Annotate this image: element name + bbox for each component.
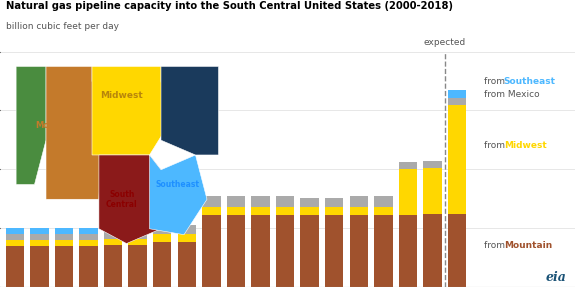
Bar bbox=[350, 207, 368, 215]
Bar bbox=[448, 98, 466, 105]
Text: eia: eia bbox=[546, 271, 566, 284]
Bar bbox=[398, 162, 417, 169]
Polygon shape bbox=[46, 66, 104, 199]
Bar bbox=[202, 207, 221, 215]
Bar bbox=[325, 197, 343, 207]
Bar bbox=[423, 214, 442, 287]
Bar bbox=[55, 240, 73, 246]
Bar bbox=[423, 161, 442, 168]
Bar bbox=[6, 234, 24, 240]
Bar bbox=[178, 242, 196, 287]
Bar bbox=[30, 246, 48, 287]
Bar bbox=[448, 90, 466, 98]
Bar bbox=[79, 246, 98, 287]
Text: Midwest: Midwest bbox=[101, 92, 143, 100]
Bar bbox=[79, 234, 98, 240]
Text: Mountain: Mountain bbox=[35, 121, 80, 130]
Bar bbox=[398, 215, 417, 287]
Bar bbox=[202, 196, 221, 207]
Bar bbox=[55, 246, 73, 287]
Text: from Mexico: from Mexico bbox=[484, 90, 540, 98]
Bar bbox=[30, 234, 48, 240]
Bar bbox=[202, 215, 221, 287]
Bar bbox=[227, 196, 245, 207]
Text: Natural gas pipeline capacity into the South Central United States (2000-2018): Natural gas pipeline capacity into the S… bbox=[6, 1, 453, 11]
Bar bbox=[251, 207, 270, 215]
Text: Midwest: Midwest bbox=[504, 141, 546, 150]
Bar bbox=[276, 196, 294, 207]
Bar bbox=[104, 232, 122, 239]
Bar bbox=[300, 215, 319, 287]
Bar bbox=[30, 228, 48, 234]
Bar bbox=[227, 215, 245, 287]
Bar bbox=[153, 234, 171, 242]
Bar bbox=[55, 234, 73, 240]
Text: South
Central: South Central bbox=[106, 189, 138, 209]
Bar bbox=[128, 245, 147, 287]
Polygon shape bbox=[161, 66, 218, 155]
Text: expected: expected bbox=[424, 38, 466, 47]
Polygon shape bbox=[16, 66, 46, 185]
Text: Southeast: Southeast bbox=[504, 77, 556, 86]
Text: Southeast: Southeast bbox=[155, 180, 199, 189]
Bar bbox=[300, 197, 319, 207]
Polygon shape bbox=[150, 155, 207, 235]
Bar bbox=[276, 215, 294, 287]
Bar bbox=[30, 240, 48, 246]
Polygon shape bbox=[99, 155, 161, 244]
Bar bbox=[178, 234, 196, 242]
Bar bbox=[55, 228, 73, 234]
Bar bbox=[374, 207, 393, 215]
Text: billion cubic feet per day: billion cubic feet per day bbox=[6, 22, 119, 30]
Bar bbox=[325, 215, 343, 287]
Bar bbox=[79, 240, 98, 246]
Bar bbox=[423, 168, 442, 214]
Text: from: from bbox=[484, 77, 508, 86]
Bar bbox=[178, 225, 196, 234]
Text: from: from bbox=[484, 241, 508, 250]
Bar bbox=[6, 228, 24, 234]
Bar bbox=[374, 196, 393, 207]
Bar bbox=[128, 228, 147, 232]
Bar bbox=[350, 196, 368, 207]
Bar bbox=[6, 246, 24, 287]
Bar bbox=[350, 215, 368, 287]
Bar bbox=[227, 207, 245, 215]
Bar bbox=[79, 228, 98, 234]
Bar bbox=[374, 215, 393, 287]
Bar bbox=[104, 245, 122, 287]
Bar bbox=[300, 207, 319, 215]
Bar bbox=[398, 169, 417, 215]
Bar bbox=[104, 228, 122, 232]
Bar bbox=[251, 196, 270, 207]
Bar bbox=[276, 207, 294, 215]
Bar bbox=[153, 225, 171, 234]
Polygon shape bbox=[92, 66, 168, 155]
Bar bbox=[153, 242, 171, 287]
Bar bbox=[448, 104, 466, 214]
Bar bbox=[325, 207, 343, 215]
Text: from: from bbox=[484, 141, 508, 150]
Bar bbox=[104, 239, 122, 245]
Bar bbox=[128, 239, 147, 245]
Bar bbox=[448, 214, 466, 287]
Text: Mountain: Mountain bbox=[504, 241, 552, 250]
Bar bbox=[6, 240, 24, 246]
Bar bbox=[251, 215, 270, 287]
Bar bbox=[128, 232, 147, 239]
